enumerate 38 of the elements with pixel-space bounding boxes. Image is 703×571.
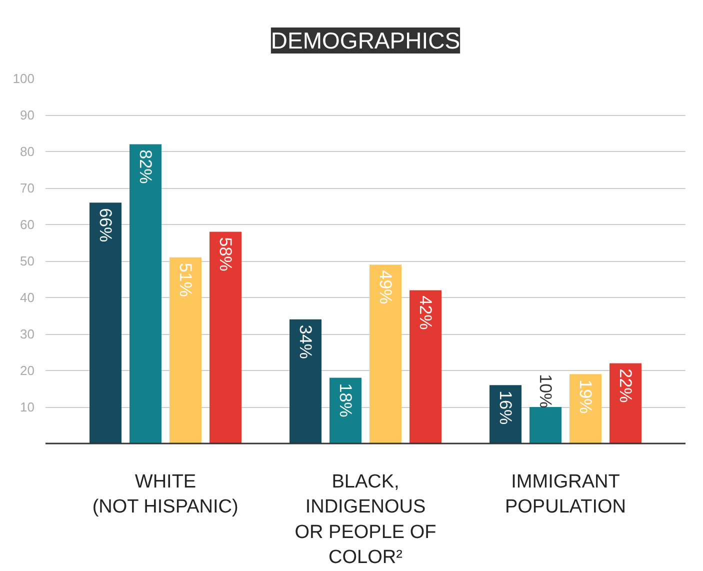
bar — [130, 144, 162, 444]
data-label: 51% — [176, 262, 195, 297]
y-tick-label: 60 — [20, 217, 35, 232]
y-tick-label: 10 — [20, 400, 35, 414]
bar — [330, 378, 362, 444]
data-label: 82% — [136, 150, 155, 184]
data-label: 49% — [376, 270, 395, 304]
bar — [490, 385, 522, 444]
y-tick-label: 80 — [20, 144, 35, 159]
bar — [610, 363, 642, 444]
bar — [570, 374, 602, 444]
bar — [90, 202, 122, 444]
data-label: 58% — [216, 237, 235, 272]
data-label: 22% — [616, 368, 635, 403]
bar — [410, 290, 442, 444]
x-tick-label: BLACK, INDIGENOUS OR PEOPLE OF COLOR² — [294, 472, 436, 568]
data-label: 18% — [336, 383, 355, 418]
bar — [530, 407, 562, 444]
data-label: 66% — [96, 208, 115, 242]
y-tick-label: 100 — [12, 71, 35, 86]
bar — [370, 264, 402, 444]
data-label: 42% — [416, 296, 435, 330]
data-label: 16% — [496, 390, 515, 425]
x-tick-label: WHITE (NOT HISPANIC) — [92, 472, 238, 518]
data-label: 34% — [296, 324, 315, 359]
bar — [210, 232, 242, 444]
bar — [290, 319, 322, 444]
y-tick-label: 70 — [20, 180, 35, 196]
y-tick-label: 40 — [20, 290, 35, 305]
y-tick-label: 30 — [20, 326, 35, 342]
y-tick-label: 50 — [20, 254, 35, 268]
y-tick-label: 90 — [20, 108, 35, 122]
data-label: 10% — [536, 374, 555, 408]
x-tick-label: IMMIGRANT POPULATION — [504, 472, 626, 518]
bar — [170, 257, 202, 444]
data-label: 19% — [576, 380, 595, 414]
y-tick-label: 20 — [20, 363, 35, 378]
chart-title: DEMOGRAPHICS — [270, 28, 460, 54]
